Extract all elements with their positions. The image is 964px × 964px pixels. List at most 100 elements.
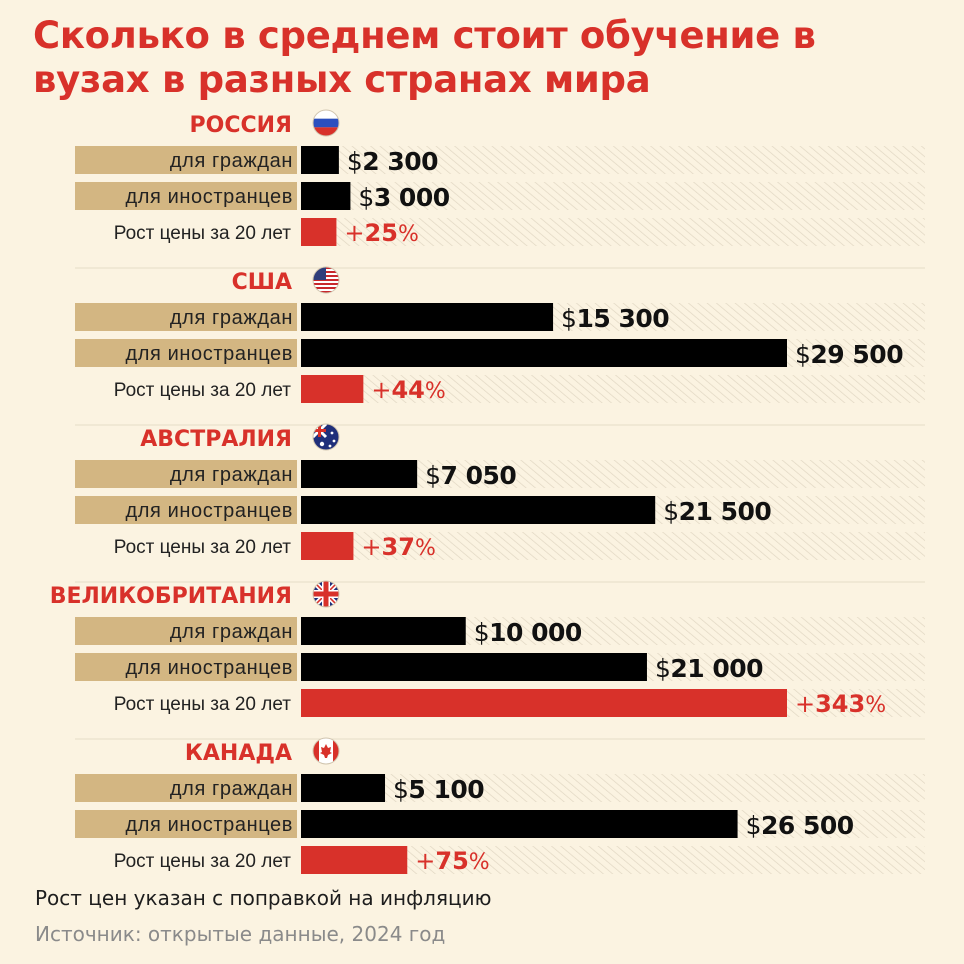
growth-label: +44%: [371, 376, 445, 404]
row-label: для граждан: [170, 150, 293, 172]
growth-number: 25: [365, 219, 398, 247]
bar-citizens: [301, 774, 386, 802]
country-group: ВЕЛИКОБРИТАНИЯ для граждан $10 000 для инос…: [50, 581, 925, 718]
value-number: 15 300: [576, 304, 669, 333]
row-label: Рост цены за 20 лет: [114, 223, 292, 244]
chart-row-citizens: для граждан $10 000: [75, 617, 925, 647]
value-label: $26 500: [746, 811, 854, 840]
percent-sign: %: [469, 850, 490, 875]
country-name: КАНАДА: [185, 741, 292, 766]
value-label: $7 050: [425, 461, 516, 490]
row-label: для граждан: [170, 778, 293, 800]
row-track: [301, 375, 925, 403]
currency-sign: $: [347, 147, 362, 176]
value-label: $2 300: [347, 147, 438, 176]
row-track: [301, 218, 925, 246]
value-number: 21 500: [679, 497, 772, 526]
value-label: $21 000: [655, 654, 763, 683]
row-label: для граждан: [170, 464, 293, 486]
bar-foreigners: [301, 182, 351, 210]
row-track: [301, 532, 925, 560]
growth-label: +25%: [344, 219, 418, 247]
row-label: для иностранцев: [126, 500, 294, 522]
row-label: для граждан: [170, 307, 293, 329]
value-number: 10 000: [489, 618, 582, 647]
row-label: для иностранцев: [126, 814, 294, 836]
percent-sign: %: [398, 222, 419, 247]
row-label-bg: [75, 460, 297, 488]
currency-sign: $: [561, 304, 576, 333]
currency-sign: $: [663, 497, 678, 526]
row-label: для иностранцев: [126, 343, 294, 365]
row-label-bg: [75, 774, 297, 802]
value-label: $15 300: [561, 304, 669, 333]
country-name: ВЕЛИКОБРИТАНИЯ: [50, 584, 292, 609]
plus-sign: +: [344, 219, 364, 247]
currency-sign: $: [393, 775, 408, 804]
value-number: 5 100: [408, 775, 484, 804]
chart-row-foreigners: для иностранцев $3 000: [75, 182, 925, 212]
value-label: $21 500: [663, 497, 771, 526]
growth-number: 44: [391, 376, 424, 404]
footnote: Рост цен указан с поправкой на инфляцию: [35, 886, 492, 910]
australia-flag-icon: [312, 423, 340, 451]
row-track: [301, 774, 925, 802]
plus-sign: +: [415, 847, 435, 875]
bar-growth: [301, 846, 408, 874]
value-number: 3 000: [374, 183, 450, 212]
bar-citizens: [301, 617, 466, 645]
country-name: АВСТРАЛИЯ: [140, 427, 292, 452]
percent-sign: %: [865, 693, 886, 718]
value-label: $10 000: [474, 618, 582, 647]
plus-sign: +: [361, 533, 381, 561]
chart-row-foreigners: для иностранцев $21 500: [75, 496, 925, 526]
row-label: Рост цены за 20 лет: [114, 380, 292, 401]
value-label: $29 500: [795, 340, 903, 369]
country-group: РОССИЯ для граждан $2 300 для иностранцев $3…: [75, 113, 925, 247]
bar-growth: [301, 532, 354, 560]
row-label-bg: [75, 182, 297, 210]
plus-sign: +: [795, 690, 815, 718]
chart-row-growth: Рост цены за 20 лет +25%: [114, 218, 925, 247]
chart-row-citizens: для граждан $7 050: [75, 460, 925, 490]
bar-citizens: [301, 146, 339, 174]
growth-label: +343%: [795, 690, 886, 718]
chart-row-foreigners: для иностранцев $21 000: [75, 653, 925, 683]
bar-foreigners: [301, 810, 738, 838]
source-note: Источник: открытые данные, 2024 год: [35, 922, 446, 946]
canada-flag-icon: [312, 737, 340, 765]
bar-citizens: [301, 303, 554, 331]
country-name: РОССИЯ: [190, 113, 292, 138]
chart-row-foreigners: для иностранцев $26 500: [75, 810, 925, 840]
row-label-bg: [75, 810, 297, 838]
growth-number: 75: [435, 847, 468, 875]
row-label-bg: [75, 303, 297, 331]
bar-growth: [301, 375, 364, 403]
row-label-bg: [75, 496, 297, 524]
value-number: 21 000: [670, 654, 763, 683]
value-number: 26 500: [761, 811, 854, 840]
uk-flag-icon: [312, 580, 340, 608]
value-label: $5 100: [393, 775, 484, 804]
bar-citizens: [301, 460, 418, 488]
country-name: США: [232, 270, 292, 295]
bar-foreigners: [301, 653, 647, 681]
country-group: КАНАДА для граждан $5 100 для иностранцев $2…: [75, 738, 925, 875]
value-number: 29 500: [810, 340, 903, 369]
growth-label: +37%: [361, 533, 435, 561]
row-track: [301, 146, 925, 174]
chart-row-citizens: для граждан $2 300: [75, 146, 925, 176]
chart-row-foreigners: для иностранцев $29 500: [75, 339, 925, 369]
currency-sign: $: [474, 618, 489, 647]
row-label: Рост цены за 20 лет: [114, 851, 292, 872]
row-track: [301, 182, 925, 210]
currency-sign: $: [425, 461, 440, 490]
row-label: Рост цены за 20 лет: [114, 537, 292, 558]
chart-row-growth: Рост цены за 20 лет +37%: [114, 532, 925, 561]
row-label: для граждан: [170, 621, 293, 643]
bar-growth: [301, 689, 787, 717]
bar-foreigners: [301, 339, 787, 367]
currency-sign: $: [746, 811, 761, 840]
chart-row-growth: Рост цены за 20 лет +343%: [114, 689, 925, 718]
